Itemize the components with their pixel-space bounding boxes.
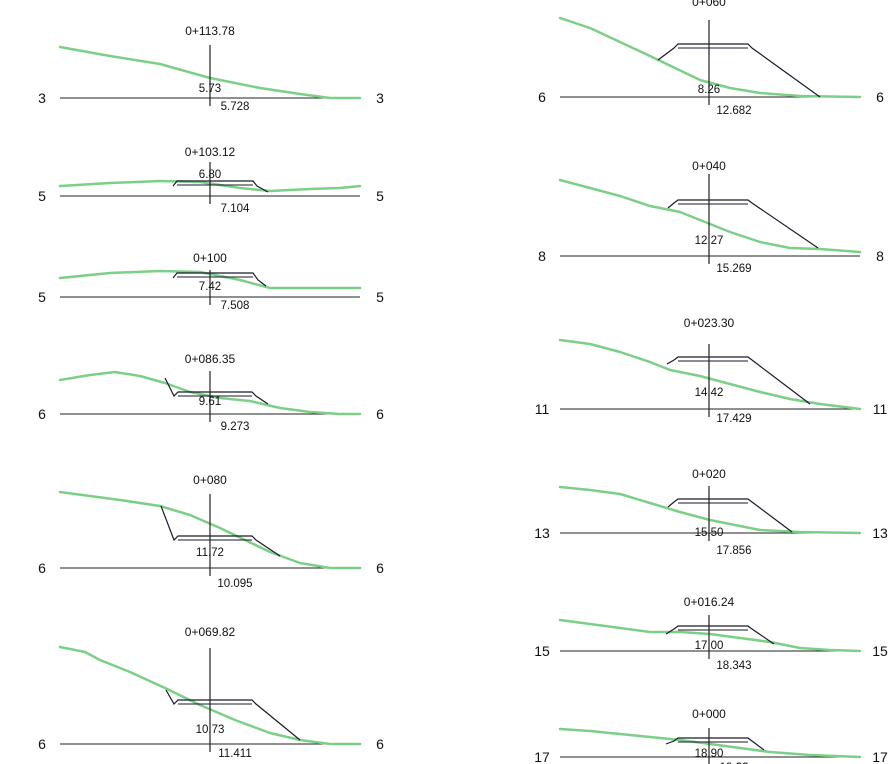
ground-elevation: 9.273 xyxy=(221,421,250,433)
design-template xyxy=(667,199,819,249)
design-template xyxy=(665,625,775,645)
datum-label-left: 6 xyxy=(38,736,46,752)
datum-label-left: 6 xyxy=(538,89,546,105)
design-template xyxy=(657,43,821,98)
design-template xyxy=(665,737,765,751)
ground-elevation: 12.682 xyxy=(716,105,751,117)
design-elevation: 11.72 xyxy=(196,547,224,559)
datum-label-right: 15 xyxy=(872,643,888,659)
design-elevation: 5.73 xyxy=(199,83,221,95)
design-elevation: 14.42 xyxy=(695,387,724,399)
datum-label-left: 15 xyxy=(534,643,550,659)
station-label: 0+023.30 xyxy=(684,316,735,330)
ground-profile xyxy=(58,370,362,416)
design-template xyxy=(164,377,269,405)
ground-elevation: 17.856 xyxy=(716,545,751,557)
station-label: 0+103.12 xyxy=(185,145,236,159)
datum-label-left: 3 xyxy=(38,90,46,106)
ground-elevation: 7.104 xyxy=(221,203,250,215)
datum-label-right: 6 xyxy=(876,89,884,105)
datum-label-right: 6 xyxy=(376,560,384,576)
ground-profile xyxy=(558,178,862,254)
design-template xyxy=(172,180,269,193)
datum-label-right: 17 xyxy=(872,749,888,764)
ground-profile xyxy=(58,179,362,193)
datum-label-right: 6 xyxy=(376,736,384,752)
design-elevation: 8.26 xyxy=(698,84,720,96)
datum-label-right: 5 xyxy=(376,289,384,305)
station-label: 0+069.82 xyxy=(185,625,236,639)
design-template xyxy=(667,498,793,533)
station-label: 0+060 xyxy=(692,0,726,9)
ground-profile xyxy=(58,645,362,746)
design-elevation: 6.80 xyxy=(199,169,221,181)
cross-section-4: 0+080 11.72 10.095 6 6 xyxy=(38,473,384,590)
datum-label-left: 13 xyxy=(534,525,550,541)
ground-profile xyxy=(58,45,362,100)
design-elevation: 12.27 xyxy=(695,235,724,247)
cross-section-10: 0+016.24 17.00 18.343 15 15 xyxy=(534,595,888,672)
datum-label-right: 8 xyxy=(876,248,884,264)
ground-profile xyxy=(558,485,862,535)
cross-section-0: 0+113.78 5.735.728 3 3 xyxy=(38,24,384,113)
cross-section-5: 0+069.82 10.73 11.411 6 6 xyxy=(38,625,384,760)
ground-profile xyxy=(558,618,862,653)
cross-section-8: 0+023.30 14.42 17.429 11 11 xyxy=(535,316,888,425)
design-elevation: 17.00 xyxy=(695,640,724,652)
datum-label-right: 11 xyxy=(873,401,888,417)
design-elevation: 15.50 xyxy=(695,527,724,539)
design-template xyxy=(666,356,811,405)
ground-profile xyxy=(58,490,362,570)
datum-label-right: 13 xyxy=(872,525,888,541)
datum-label-right: 3 xyxy=(376,90,384,106)
ground-elevation: 10.095 xyxy=(217,578,252,590)
station-label: 0+016.24 xyxy=(684,595,735,609)
design-template xyxy=(160,505,281,557)
cross-section-7: 0+040 12.27 15.269 8 8 xyxy=(538,159,884,275)
design-elevation: 10.73 xyxy=(196,724,225,736)
datum-label-left: 17 xyxy=(534,749,550,764)
ground-elevation: 7.508 xyxy=(221,300,250,312)
cross-section-11: 0+000 18.90 19.?? 17 17 xyxy=(534,707,888,764)
datum-label-left: 6 xyxy=(38,406,46,422)
design-template xyxy=(165,689,301,741)
ground-elevation: 18.343 xyxy=(716,660,751,672)
ground-profile xyxy=(58,269,362,290)
cross-section-9: 0+020 15.50 17.856 13 13 xyxy=(534,467,888,557)
design-elevation: 9.61 xyxy=(199,396,221,408)
design-template xyxy=(172,272,267,287)
datum-label-right: 6 xyxy=(376,406,384,422)
ground-elevation: 5.728 xyxy=(221,101,250,113)
ground-elevation: 15.269 xyxy=(716,263,751,275)
design-elevation: 18.90 xyxy=(695,748,724,760)
design-elevation: 7.42 xyxy=(199,281,221,293)
datum-label-left: 6 xyxy=(38,560,46,576)
datum-label-left: 8 xyxy=(538,248,546,264)
cross-section-2: 0+100 7.427.508 5 5 xyxy=(38,251,384,312)
ground-profile xyxy=(558,16,862,99)
datum-label-left: 5 xyxy=(38,289,46,305)
ground-elevation: 19.?? xyxy=(720,762,749,764)
ground-elevation: 17.429 xyxy=(716,413,751,425)
station-label: 0+113.78 xyxy=(185,24,235,38)
station-label: 0+000 xyxy=(692,707,726,721)
station-label: 0+086.35 xyxy=(185,352,236,366)
station-label: 0+020 xyxy=(692,467,726,481)
datum-label-right: 5 xyxy=(376,188,384,204)
station-label: 0+080 xyxy=(193,473,227,487)
cross-section-1: 0+103.12 6.80 7.104 5 5 xyxy=(38,145,384,215)
ground-profile xyxy=(558,338,862,411)
station-label: 0+040 xyxy=(692,159,726,173)
cross-section-6: 0+060 8.26 12.682 6 6 xyxy=(538,0,884,117)
ground-elevation: 11.411 xyxy=(218,748,251,760)
datum-label-left: 5 xyxy=(38,188,46,204)
cross-section-3: 0+086.35 9.61 9.273 6 6 xyxy=(38,352,384,433)
station-label: 0+100 xyxy=(193,251,227,265)
datum-label-left: 11 xyxy=(535,401,550,417)
